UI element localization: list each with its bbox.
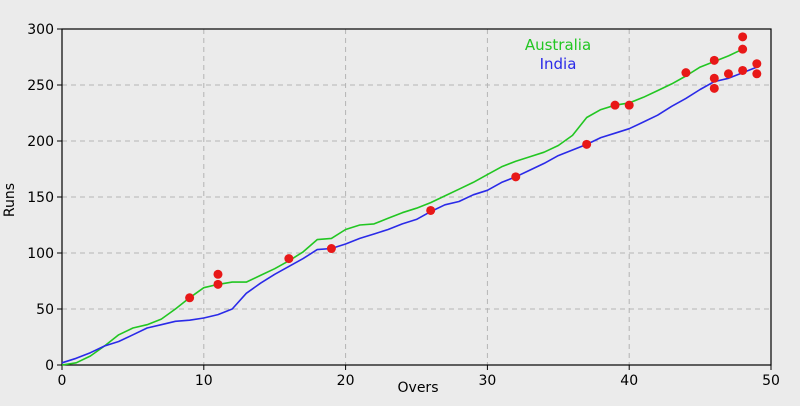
x-tick-label: 40 [620,373,638,389]
wicket-marker-india [738,65,748,75]
wicket-marker-australia [213,279,223,289]
x-tick-label: 20 [337,373,355,389]
x-tick-label: 0 [58,373,67,389]
x-tick-label: 30 [478,373,496,389]
y-tick-label: 100 [27,246,54,262]
wicket-marker-australia [624,100,634,110]
legend-entry-india: India [540,55,577,73]
x-tick-label: 10 [195,373,213,389]
wicket-marker-india [709,83,719,93]
y-tick-label: 200 [27,134,54,150]
wicket-marker-australia [738,44,748,54]
grid [62,29,771,365]
series-line-australia [61,48,743,366]
wicket-marker-india [326,244,336,254]
wicket-marker-india [752,59,762,69]
wicket-marker-australia [738,32,748,42]
y-axis-title: Runs [2,183,18,217]
x-axis-title: Overs [398,380,439,396]
series-line-india [61,66,758,364]
wicket-marker-india [426,205,436,215]
y-tick-label: 300 [27,22,54,38]
wicket-marker-australia [610,100,620,110]
y-tick-label: 50 [36,302,54,318]
x-tick-label: 50 [762,373,780,389]
wicket-marker-australia [681,68,691,78]
wicket-marker-australia [213,269,223,279]
wicket-marker-india [709,73,719,83]
wicket-marker-australia [185,293,195,303]
legend-entry-australia: Australia [525,36,591,54]
series-lines [61,48,758,366]
wicket-marker-india [511,172,521,182]
y-tick-label: 250 [27,78,54,94]
wicket-marker-india [582,139,592,149]
y-tick-label: 150 [27,190,54,206]
wicket-marker-india [752,69,762,79]
y-tick-label: 0 [45,358,54,374]
wicket-marker-india [723,69,733,79]
wicket-markers [185,32,762,303]
wicket-marker-india [284,254,294,264]
wicket-marker-australia [709,55,719,65]
axis-ticks: 0 10 20 30 40 50 0 50 100 150 200 250 300 [27,22,780,389]
